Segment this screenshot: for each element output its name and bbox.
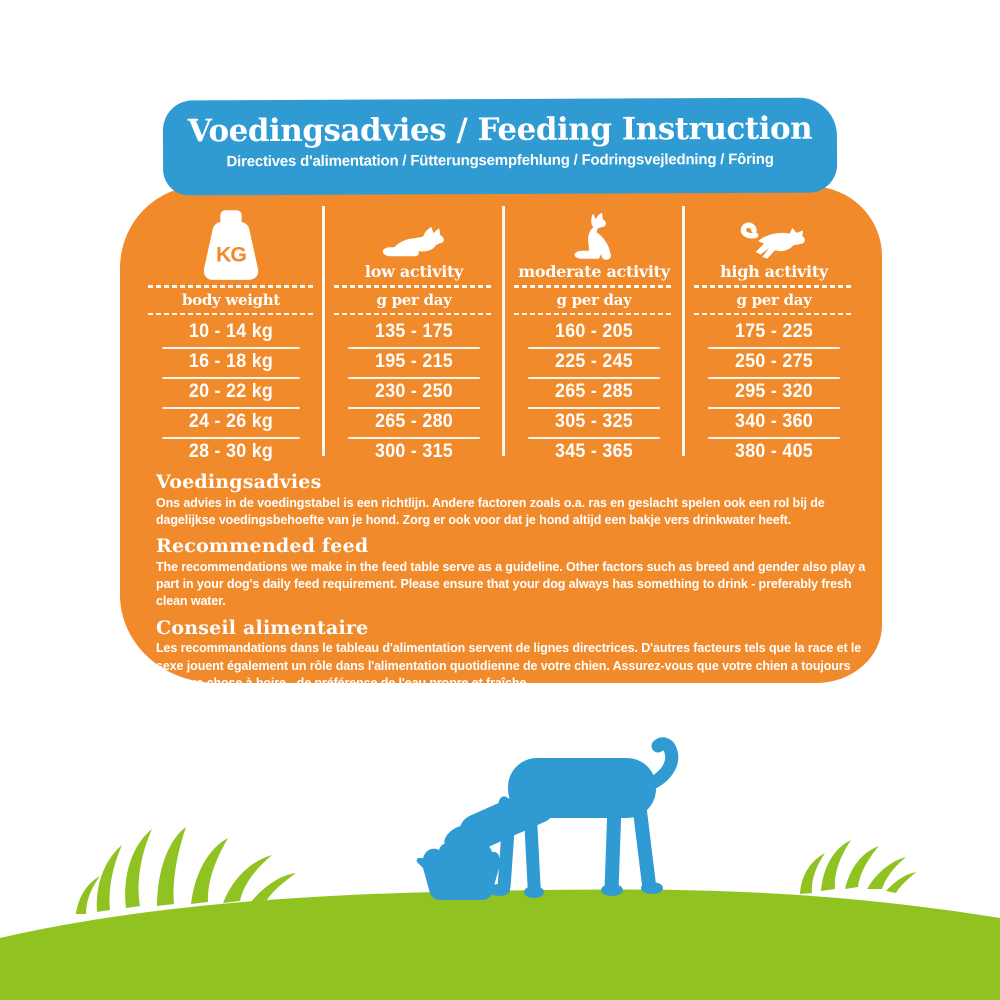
dashed-divider xyxy=(514,285,674,288)
grass-tuft-right xyxy=(800,840,916,894)
advisory-sections: Voedingsadvies Ons advies in de voedings… xyxy=(156,471,872,700)
table-column-body-weight: KG body weight 10 - 14 kg 16 - 18 kg 20 … xyxy=(138,208,324,468)
table-cell: 24 - 26 kg xyxy=(144,407,319,437)
column-separator xyxy=(322,206,325,456)
jumping-dog-icon xyxy=(740,222,805,259)
column-unit-label: g per day xyxy=(376,290,452,309)
table-cell: 300 - 315 xyxy=(329,437,498,467)
dashed-divider xyxy=(694,285,854,288)
grass-hill xyxy=(0,889,1000,1000)
banner-title: Voedingsadvies / Feeding Instruction xyxy=(187,110,813,150)
table-cell: 160 - 205 xyxy=(554,321,634,342)
section-heading: Conseil alimentaire xyxy=(156,616,369,639)
section-body: The recommendations we make in the feed … xyxy=(156,560,866,609)
table-cell: 265 - 280 xyxy=(329,407,498,437)
eating-dog-silhouette xyxy=(444,737,679,898)
table-cell: 305 - 325 xyxy=(509,407,678,437)
table-cell: 175 - 225 xyxy=(734,321,814,342)
grass-tuft-left xyxy=(76,827,296,914)
section-english: Recommended feed The recommendations we … xyxy=(156,535,872,610)
footer-illustration xyxy=(0,737,1000,1000)
dashed-divider xyxy=(514,312,674,315)
table-cell: 20 - 22 kg xyxy=(144,377,319,407)
column-unit-label: body weight xyxy=(181,290,281,309)
activity-label: moderate activity xyxy=(518,262,670,281)
banner: Voedingsadvies / Feeding Instruction Dir… xyxy=(162,97,838,196)
activity-label: high activity xyxy=(720,262,828,281)
dashed-divider xyxy=(334,285,494,288)
kg-icon-label: KG xyxy=(216,242,246,266)
column-unit-label: g per day xyxy=(736,290,812,309)
column-rows: 135 - 175 195 - 215 230 - 250 265 - 280 … xyxy=(324,317,504,467)
food-bowl xyxy=(416,840,506,900)
table-column-moderate-activity: moderate activity g per day 160 - 205 22… xyxy=(504,208,684,468)
table-cell: 10 - 14 kg xyxy=(188,321,274,342)
column-rows: 10 - 14 kg 16 - 18 kg 20 - 22 kg 24 - 26… xyxy=(138,317,324,467)
table-cell: 345 - 365 xyxy=(509,437,678,467)
table-column-low-activity: low activity g per day 135 - 175 195 - 2… xyxy=(324,208,504,468)
feeding-table: KG body weight 10 - 14 kg 16 - 18 kg 20 … xyxy=(138,208,864,468)
table-cell: 295 - 320 xyxy=(689,377,858,407)
section-heading: Recommended feed xyxy=(156,535,369,558)
activity-label: low activity xyxy=(364,262,464,281)
section-body: Ons advies in de voedingstabel is een ri… xyxy=(156,495,825,528)
table-cell: 250 - 275 xyxy=(689,347,858,377)
column-unit-label: g per day xyxy=(556,290,632,309)
dashed-divider xyxy=(148,285,314,288)
table-cell: 135 - 175 xyxy=(374,321,454,342)
table-cell: 265 - 285 xyxy=(509,377,678,407)
section-french: Conseil alimentaire Les recommandations … xyxy=(156,616,872,692)
column-separator xyxy=(502,206,505,456)
feeding-table-panel: KG body weight 10 - 14 kg 16 - 18 kg 20 … xyxy=(120,186,882,690)
section-dutch: Voedingsadvies Ons advies in de voedings… xyxy=(156,471,872,529)
banner-subtitle: Directives d'alimentation / Fütterungsem… xyxy=(226,150,774,171)
table-cell: 225 - 245 xyxy=(509,347,678,377)
dashed-divider xyxy=(694,312,854,315)
table-cell: 28 - 30 kg xyxy=(144,437,319,467)
column-rows: 160 - 205 225 - 245 265 - 285 305 - 325 … xyxy=(504,317,684,467)
section-heading: Voedingsadvies xyxy=(156,471,322,493)
table-cell: 230 - 250 xyxy=(329,377,498,407)
table-column-high-activity: high activity g per day 175 - 225 250 - … xyxy=(684,208,864,468)
kg-weight-icon: KG xyxy=(138,208,324,282)
table-cell: 380 - 405 xyxy=(689,437,858,467)
column-separator xyxy=(682,206,685,456)
column-rows: 175 - 225 250 - 275 295 - 320 340 - 360 … xyxy=(684,317,864,467)
lying-dog-icon xyxy=(382,226,444,257)
table-cell: 16 - 18 kg xyxy=(144,347,319,377)
section-body: Les recommandations dans le tableau d'al… xyxy=(156,641,862,690)
sitting-dog-icon xyxy=(574,212,611,260)
table-cell: 195 - 215 xyxy=(329,347,498,377)
table-cell: 340 - 360 xyxy=(689,407,858,437)
dashed-divider xyxy=(148,312,314,315)
dashed-divider xyxy=(334,312,494,315)
